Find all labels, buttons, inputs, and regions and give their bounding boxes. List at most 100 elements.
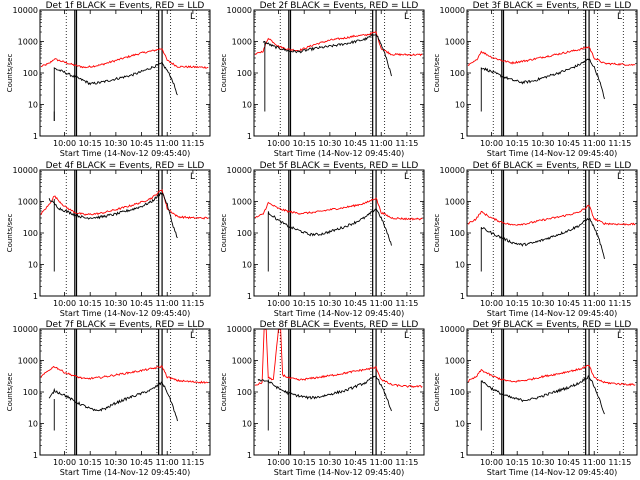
x-tick-label: 10:30: [104, 458, 127, 467]
y-tick-label: 10: [28, 420, 38, 429]
x-tick-label: 10:30: [531, 139, 554, 148]
x-tick-label: 10:15: [293, 139, 316, 148]
panel-title: Det 9f BLACK = Events, RED = LLD: [473, 320, 632, 330]
y-tick-label: 1: [247, 132, 252, 141]
x-tick-label: 10:45: [344, 139, 367, 148]
panel-title: Det 8f BLACK = Events, RED = LLD: [260, 320, 419, 330]
y-tick-label: 10: [28, 261, 38, 270]
panel-title: Det 7f BLACK = Events, RED = LLD: [46, 320, 205, 330]
x-tick-label: 11:15: [608, 139, 631, 148]
x-tick-label: 11:00: [370, 458, 393, 467]
plot-area: [40, 10, 209, 136]
y-axis-label: Counts/sec: [6, 214, 14, 253]
panel-title: Det 5f BLACK = Events, RED = LLD: [260, 161, 419, 171]
y-tick-label: 10: [455, 420, 465, 429]
y-tick-label: 10: [455, 101, 465, 110]
x-tick-label: 10:00: [53, 458, 76, 467]
y-tick-label: 100: [450, 69, 465, 78]
legend-marker: L: [190, 12, 195, 22]
x-tick-label: 11:00: [583, 139, 606, 148]
x-tick-label: 10:30: [531, 299, 554, 308]
legend-marker: L: [617, 331, 622, 341]
plot-area: [40, 170, 209, 296]
series-line-events: [48, 191, 178, 239]
x-tick-label: 10:15: [506, 299, 529, 308]
plot-frame: [39, 9, 211, 137]
x-tick-label: 11:15: [181, 299, 204, 308]
x-tick-label: 10:15: [506, 139, 529, 148]
x-tick-label: 10:45: [130, 139, 153, 148]
y-tick-label: 1: [33, 451, 38, 460]
x-tick-label: 10:00: [267, 458, 290, 467]
y-tick-label: 10000: [13, 166, 38, 175]
y-tick-label: 10000: [13, 6, 38, 15]
x-tick-label: 11:15: [181, 139, 204, 148]
x-tick-label: 10:00: [267, 139, 290, 148]
panel-title: Det 4f BLACK = Events, RED = LLD: [46, 161, 205, 171]
x-tick-label: 11:15: [395, 299, 418, 308]
x-tick-label: 10:45: [557, 299, 580, 308]
y-tick-label: 10: [242, 101, 252, 110]
y-tick-label: 10000: [227, 166, 252, 175]
x-axis-label: Start Time (14-Nov-12 09:45:40): [274, 309, 404, 318]
y-tick-label: 1: [33, 292, 38, 301]
x-tick-label: 10:45: [557, 458, 580, 467]
y-tick-label: 10000: [440, 325, 465, 334]
y-tick-label: 100: [450, 388, 465, 397]
legend-marker: L: [617, 12, 622, 22]
y-axis-label: Counts/sec: [433, 214, 441, 253]
series-line-events: [53, 61, 178, 122]
y-tick-label: 1000: [232, 357, 252, 366]
y-tick-label: 10: [455, 261, 465, 270]
x-tick-label: 10:00: [480, 299, 503, 308]
x-axis-label: Start Time (14-Nov-12 09:45:40): [274, 149, 404, 158]
y-tick-label: 1000: [232, 198, 252, 207]
plot-frame: [253, 9, 425, 137]
x-tick-label: 10:15: [79, 139, 102, 148]
y-axis-label: Counts/sec: [433, 54, 441, 93]
y-tick-label: 100: [23, 69, 38, 78]
x-tick-label: 10:00: [53, 299, 76, 308]
x-tick-label: 11:00: [370, 299, 393, 308]
x-tick-label: 10:00: [480, 139, 503, 148]
plot-frame: [253, 328, 425, 456]
series-line-events: [480, 58, 605, 100]
x-tick-label: 10:15: [293, 458, 316, 467]
y-tick-label: 100: [237, 69, 252, 78]
x-tick-label: 11:15: [608, 299, 631, 308]
legend-marker: L: [404, 12, 409, 22]
x-tick-label: 10:15: [293, 299, 316, 308]
series-line-events: [480, 217, 605, 260]
y-tick-label: 1: [247, 292, 252, 301]
panel-title: Det 6f BLACK = Events, RED = LLD: [473, 161, 632, 171]
x-axis-label: Start Time (14-Nov-12 09:45:40): [487, 309, 617, 318]
x-tick-label: 11:00: [156, 458, 179, 467]
y-tick-label: 10000: [440, 6, 465, 15]
y-tick-label: 10: [28, 101, 38, 110]
y-tick-label: 1000: [445, 198, 465, 207]
x-axis-label: Start Time (14-Nov-12 09:45:40): [60, 468, 190, 477]
y-tick-label: 1000: [18, 38, 38, 47]
x-tick-label: 11:15: [608, 458, 631, 467]
x-tick-label: 10:00: [480, 458, 503, 467]
y-tick-label: 1000: [232, 38, 252, 47]
x-tick-label: 11:15: [395, 139, 418, 148]
x-axis-label: Start Time (14-Nov-12 09:45:40): [60, 149, 190, 158]
panel-title: Det 2f BLACK = Events, RED = LLD: [260, 1, 419, 11]
x-tick-label: 10:15: [79, 299, 102, 308]
x-tick-label: 11:00: [583, 458, 606, 467]
y-tick-label: 100: [23, 229, 38, 238]
legend-marker: L: [617, 172, 622, 182]
y-axis-label: Counts/sec: [433, 373, 441, 412]
legend-marker: L: [190, 172, 195, 182]
plot-frame: [39, 169, 211, 297]
plot-frame: [466, 169, 638, 297]
plot-area: [254, 10, 423, 136]
legend-marker: L: [404, 172, 409, 182]
series-line-lld: [40, 189, 209, 220]
